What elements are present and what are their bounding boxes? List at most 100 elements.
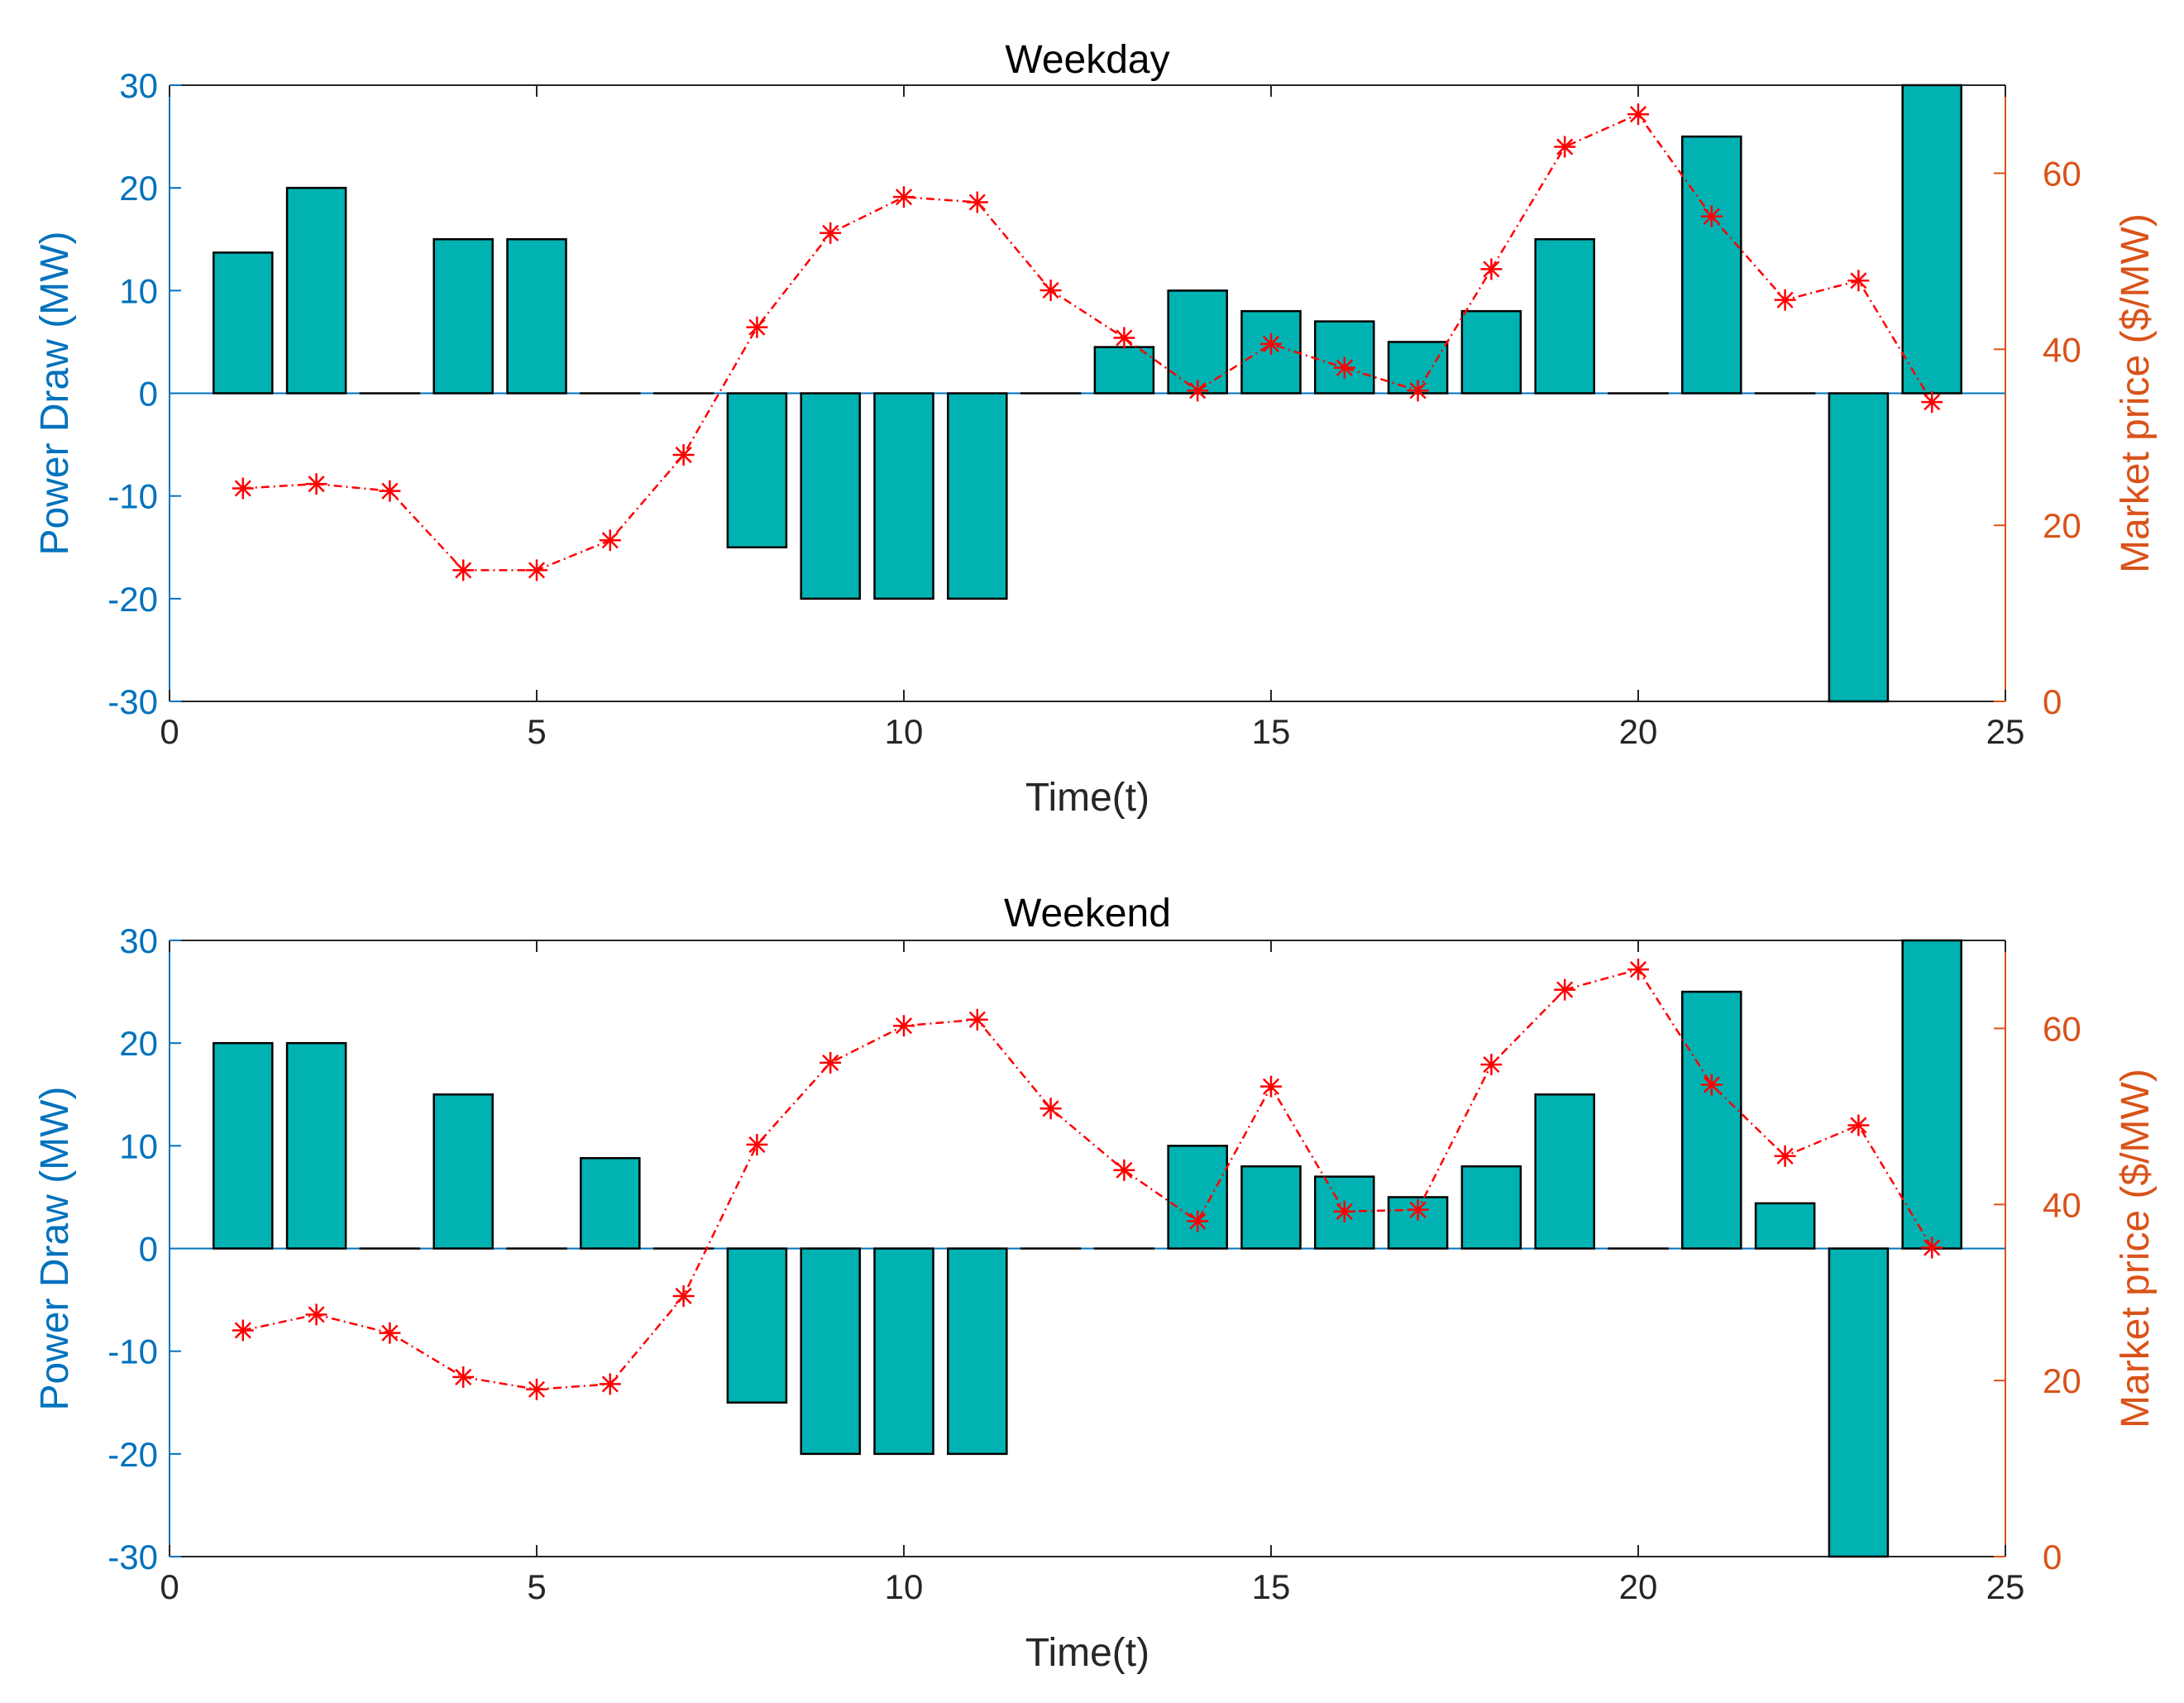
marker-stroke (1924, 394, 1941, 411)
left-y-tick-label: 0 (139, 375, 158, 414)
bar-t21 (1681, 135, 1742, 395)
x-tick-label: 10 (885, 712, 924, 751)
right-y-tick-label: 20 (2043, 1361, 2081, 1400)
marker-stroke (308, 476, 325, 493)
left-y-tick-label: -10 (108, 477, 158, 516)
bar-t1 (213, 1041, 274, 1250)
price-marker-t15 (1260, 1075, 1282, 1098)
marker-stroke (1262, 1078, 1280, 1095)
price-marker-t5 (526, 1378, 547, 1400)
right-y-tick-label: 60 (2043, 1009, 2081, 1048)
marker-stroke (822, 1054, 839, 1072)
bar-t8 (726, 1247, 788, 1404)
bar-t2 (285, 1041, 347, 1250)
marker-stroke (1629, 106, 1647, 123)
marker-stroke (1776, 291, 1794, 309)
x-axis-label: Time(t) (1025, 776, 1149, 820)
left-y-tick-label: 30 (119, 66, 158, 105)
marker-stroke (1703, 208, 1720, 225)
price-marker-t11 (966, 1008, 988, 1031)
marker-stroke (234, 1322, 251, 1339)
bar-t9 (800, 1247, 861, 1456)
marker-stroke (1924, 1239, 1941, 1256)
price-marker-t6 (599, 1373, 621, 1395)
right-y-tick-label: 0 (2043, 682, 2062, 721)
price-marker-t9 (820, 222, 842, 244)
price-marker-t1 (232, 477, 254, 500)
left-y-tick-label: -30 (108, 1538, 158, 1576)
marker-stroke (1483, 261, 1500, 278)
weekend-chart: 0 5 10 15 20 25 -30 -20 -10 0 10 20 30 0 20 40 60 Weekend… (33, 892, 2158, 1675)
marker-stroke (1409, 382, 1427, 399)
left-y-tick-label: -20 (108, 1435, 158, 1474)
price-marker-t19 (1554, 136, 1576, 158)
left-y-tick-label: 0 (139, 1230, 158, 1269)
price-marker-t2 (305, 1304, 327, 1326)
bar-t15 (1240, 309, 1302, 395)
bar-t14 (1167, 1145, 1228, 1250)
left-y-tick-label: -30 (108, 682, 158, 721)
x-tick-label: 20 (1619, 1567, 1658, 1606)
price-marker-t11 (966, 191, 988, 213)
bar-t18 (1460, 1165, 1522, 1250)
price-marker-t18 (1480, 258, 1503, 280)
marker-stroke (381, 1324, 399, 1342)
marker-stroke (1483, 1055, 1500, 1074)
left-y-tick-label: 10 (119, 1127, 158, 1165)
price-marker-t8 (746, 1133, 768, 1155)
marker-stroke (968, 194, 986, 211)
x-tick-label: 0 (160, 712, 179, 751)
marker-stroke (1776, 1147, 1794, 1165)
marker-stroke (748, 318, 766, 336)
bar-t10 (873, 1247, 934, 1456)
marker-stroke (234, 480, 251, 497)
right-y-tick-label: 20 (2043, 506, 2081, 545)
price-marker-t12 (1039, 1098, 1062, 1120)
x-tick-label: 5 (527, 1567, 546, 1606)
x-tick-label: 0 (160, 1567, 179, 1606)
bar-t10 (873, 392, 934, 600)
price-marker-t2 (305, 473, 327, 495)
price-marker-t16 (1333, 356, 1355, 379)
left-y-tick-label: 10 (119, 271, 158, 310)
marker-stroke (1850, 272, 1867, 289)
price-marker-t19 (1554, 978, 1576, 1001)
marker-stroke (381, 482, 399, 500)
marker-stroke (1336, 359, 1353, 376)
marker-stroke (1262, 335, 1280, 352)
x-tick-label: 15 (1252, 712, 1291, 751)
price-marker-t21 (1700, 1074, 1723, 1096)
bar-t17 (1387, 1196, 1449, 1250)
right-y-axis-label: Market price ($/MW) (2114, 1069, 2158, 1428)
bar-t24 (1901, 84, 1962, 395)
bar-t2 (285, 186, 347, 395)
price-line (242, 112, 1933, 572)
marker-stroke (1042, 1100, 1059, 1117)
marker-stroke (1629, 961, 1647, 978)
price-marker-t14 (1187, 380, 1209, 402)
x-axis-label: Time(t) (1025, 1631, 1149, 1675)
price-marker-t23 (1847, 270, 1870, 292)
left-y-tick-label: 30 (119, 921, 158, 960)
marker-stroke (895, 189, 913, 206)
bar-t11 (947, 1247, 1008, 1456)
price-marker-t17 (1407, 380, 1429, 402)
marker-stroke (1189, 1213, 1207, 1230)
price-line (242, 968, 1933, 1391)
marker-stroke (1556, 138, 1574, 155)
price-marker-t10 (893, 186, 915, 208)
price-marker-t12 (1039, 279, 1062, 301)
left-y-tick-label: 20 (119, 169, 158, 208)
bar-t22 (1754, 1202, 1816, 1250)
x-tick-label: 20 (1619, 712, 1658, 751)
price-marker-t20 (1627, 103, 1649, 126)
weekday-chart: 0 5 10 15 20 25 -30 -20 -10 0 10 20 30 0 20 40 60 Weekday… (33, 38, 2158, 820)
bar-t6 (580, 1156, 641, 1250)
marker-stroke (1556, 981, 1574, 998)
price-marker-t24 (1921, 391, 1943, 414)
marker-stroke (308, 1306, 325, 1323)
marker-stroke (1116, 329, 1133, 347)
x-tick-label: 25 (1986, 1567, 2025, 1606)
bar-t14 (1167, 289, 1228, 395)
